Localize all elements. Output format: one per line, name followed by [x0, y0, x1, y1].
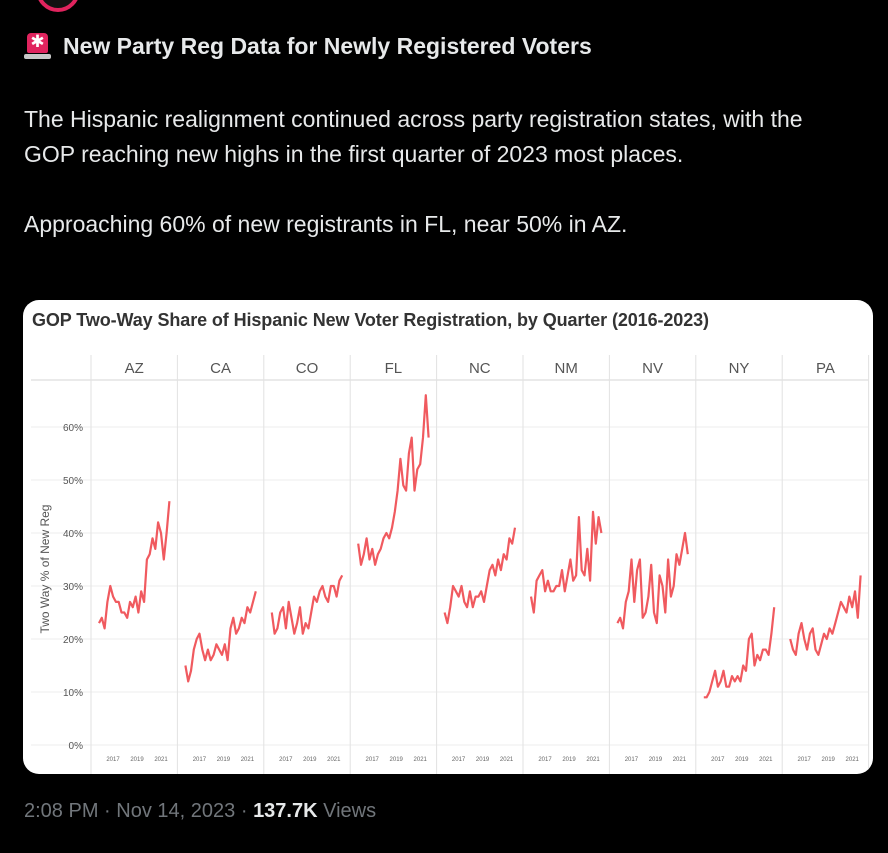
panel-label-pa: PA [816, 360, 835, 377]
police-car-light-icon: ✱ [24, 32, 51, 60]
x-tick-label: 2017 [106, 757, 120, 763]
x-tick-label: 2021 [759, 757, 773, 763]
tweet-metadata: 2:08 PM · Nov 14, 2023 · 137.7K Views [24, 800, 376, 823]
y-tick-label: 50% [63, 476, 83, 487]
x-tick-label: 2017 [625, 757, 639, 763]
series-line-nc [443, 527, 517, 625]
x-tick-label: 2021 [154, 757, 168, 763]
panel-label-co: CO [296, 360, 319, 377]
panel-label-fl: FL [385, 360, 403, 377]
x-tick-label: 2021 [500, 757, 514, 763]
series-line-ny [703, 607, 776, 699]
series-line-nm [529, 510, 603, 614]
y-tick-label: 60% [63, 423, 83, 434]
x-tick-label: 2017 [279, 757, 293, 763]
tweet-paragraph: Approaching 60% of new registrants in FL… [24, 211, 628, 237]
x-tick-label: 2019 [476, 757, 490, 763]
x-tick-label: 2017 [711, 757, 725, 763]
series-line-ca [184, 591, 257, 683]
x-tick-label: 2021 [846, 757, 860, 763]
panel-label-nc: NC [469, 360, 491, 377]
x-tick-label: 2017 [452, 757, 466, 763]
y-axis-label: Two Way % of New Reg [38, 505, 52, 634]
tweet-body: The Hispanic realignment continued acros… [24, 102, 844, 277]
series-line-nv [616, 531, 689, 630]
x-tick-label: 2021 [327, 757, 341, 763]
tweet-title: ✱ New Party Reg Data for Newly Registere… [24, 32, 592, 60]
x-tick-label: 2019 [217, 757, 231, 763]
panel-label-nv: NV [642, 360, 663, 377]
chart-title: GOP Two-Way Share of Hispanic New Voter … [32, 310, 709, 330]
meta-separator: · [240, 800, 248, 822]
x-tick-label: 2019 [822, 757, 836, 763]
x-tick-label: 2021 [586, 757, 600, 763]
avatar[interactable] [36, 0, 80, 12]
x-tick-label: 2019 [130, 757, 144, 763]
y-tick-label: 10% [63, 688, 83, 699]
x-tick-label: 2019 [390, 757, 404, 763]
series-line-pa [789, 575, 862, 656]
x-tick-label: 2021 [414, 757, 428, 763]
chart-plot: 0% 10% 20% 30% 40% 50% 60% Two Way % of New Reg… [31, 355, 870, 774]
series-line-az [98, 501, 171, 630]
tweet-title-text: New Party Reg Data for Newly Registered … [63, 32, 592, 59]
x-tick-label: 2017 [366, 757, 380, 763]
x-tick-label: 2021 [241, 757, 255, 763]
panel-label-az: AZ [125, 360, 144, 377]
meta-separator: · [104, 800, 111, 822]
series-line-co [270, 574, 344, 635]
chart-image[interactable]: GOP Two-Way Share of Hispanic New Voter … [23, 300, 873, 774]
series-line-fl [357, 394, 430, 566]
y-tick-label: 40% [63, 529, 83, 540]
x-tick-label: 2019 [649, 757, 663, 763]
y-tick-label: 0% [69, 741, 84, 752]
y-tick-label: 30% [63, 582, 83, 593]
views-count: 137.7K [253, 800, 318, 822]
x-tick-label: 2019 [735, 757, 749, 763]
panel-label-ny: NY [729, 360, 750, 377]
tweet-paragraph: The Hispanic realignment continued acros… [24, 106, 803, 167]
x-tick-label: 2021 [673, 757, 687, 763]
x-tick-label: 2017 [193, 757, 207, 763]
tweet-time[interactable]: 2:08 PM [24, 800, 99, 822]
y-tick-label: 20% [63, 635, 83, 646]
previous-header-strip [0, 0, 888, 14]
views-label: Views [323, 800, 377, 822]
x-tick-label: 2019 [562, 757, 576, 763]
x-tick-label: 2019 [303, 757, 317, 763]
panel-label-nm: NM [555, 360, 578, 377]
tweet-date[interactable]: Nov 14, 2023 [116, 800, 236, 822]
x-tick-label: 2017 [798, 757, 812, 763]
panel-label-ca: CA [210, 360, 231, 377]
x-tick-label: 2017 [538, 757, 552, 763]
